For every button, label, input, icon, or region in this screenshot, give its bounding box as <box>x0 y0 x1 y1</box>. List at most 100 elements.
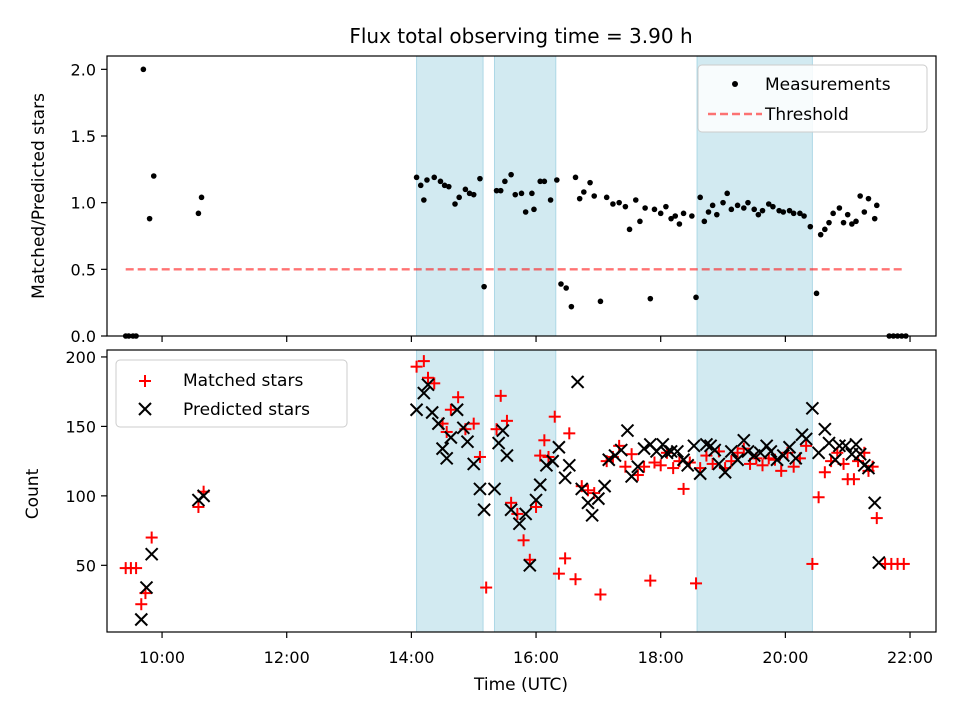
matched-star-point <box>410 360 423 373</box>
matched-star-point <box>473 450 486 463</box>
predicted-star-point <box>456 421 471 435</box>
predicted-star-point <box>637 441 651 456</box>
predicted-star-point <box>504 503 518 517</box>
legend-threshold-label: Threshold <box>764 105 849 125</box>
measurement-point <box>693 294 699 301</box>
predicted-star-point <box>776 448 790 463</box>
matched-star-point <box>422 371 435 384</box>
bottom-y-tick-label: 50 <box>76 556 96 575</box>
matched-star-point <box>530 500 543 513</box>
matched-star-point <box>444 403 457 416</box>
measurement-point <box>603 194 610 201</box>
measurement-point <box>728 206 735 213</box>
bottom-y-axis-label: Count <box>23 468 43 519</box>
matched-star-point <box>638 460 651 473</box>
measurement-point <box>140 66 147 73</box>
measurement-point <box>853 218 859 225</box>
predicted-star-point <box>708 443 722 457</box>
matched-star-point <box>480 581 493 594</box>
matched-star-point <box>690 577 703 590</box>
predicted-star-point <box>545 454 560 468</box>
matched-star-point <box>654 459 667 472</box>
top-y-tick-label: 0.5 <box>71 260 96 279</box>
measurement-point <box>720 199 726 206</box>
matched-star-point <box>812 491 825 504</box>
predicted-star-point <box>431 416 446 431</box>
predicted-star-point <box>828 453 842 467</box>
matched-star-point <box>870 512 883 525</box>
measurement-point <box>421 197 427 203</box>
legend-predicted-marker <box>138 402 152 416</box>
matched-star-point <box>806 557 819 570</box>
measurement-point <box>424 177 430 183</box>
measurement-point <box>714 211 720 218</box>
predicted-star-point <box>435 441 450 456</box>
top-y-axis-label: Matched/Predicted stars <box>29 93 49 299</box>
measurement-point <box>470 191 477 198</box>
legend-matched-marker <box>139 375 151 387</box>
predicted-star-point <box>523 558 537 573</box>
matched-star-point <box>548 410 561 423</box>
measurement-point <box>861 209 868 215</box>
matched-star-point <box>594 588 607 601</box>
matched-star-point <box>706 457 719 470</box>
predicted-star-point <box>144 547 159 561</box>
bottom-legend: Matched stars Predicted stars <box>115 359 348 428</box>
measurement-point <box>497 187 504 194</box>
predicted-star-point <box>670 444 685 459</box>
x-tick-label: 18:00 <box>638 648 684 667</box>
predicted-star-point <box>585 508 599 523</box>
measurement-point <box>822 226 828 233</box>
predicted-star-point <box>591 491 606 506</box>
measurement-point <box>689 213 695 219</box>
measurement-point <box>452 201 458 207</box>
measurement-point <box>587 179 593 186</box>
matched-star-point <box>787 460 800 473</box>
bottom-shaded-interval <box>696 349 813 633</box>
matched-star-point <box>613 439 626 452</box>
predicted-star-point <box>741 444 755 459</box>
measurement-point <box>830 210 836 217</box>
predicted-star-point <box>718 465 732 479</box>
measurement-point <box>529 190 535 197</box>
predicted-star-point <box>500 448 514 463</box>
predicted-star-point <box>533 478 547 492</box>
predicted-star-point <box>764 444 778 459</box>
measurement-point <box>591 193 598 199</box>
predicted-star-point <box>602 453 616 467</box>
matched-star-point <box>667 462 680 475</box>
measurement-point <box>705 209 712 215</box>
measurement-point <box>797 210 803 217</box>
measurement-point <box>198 194 205 201</box>
measurement-point <box>668 215 674 222</box>
measurement-point <box>701 218 708 225</box>
bottom-panel: 10:00 12:00 14:00 16:00 18:00 20:00 22:00 50 10… <box>23 348 937 695</box>
predicted-star-point <box>693 466 707 481</box>
measurement-point <box>807 223 814 230</box>
x-tick-label: 12:00 <box>264 648 310 667</box>
predicted-star-point <box>811 446 826 460</box>
predicted-star-point <box>805 401 820 416</box>
predicted-star-point <box>409 403 424 417</box>
predicted-star-point <box>868 496 882 510</box>
measurement-point <box>724 190 730 197</box>
predicted-star-point <box>570 375 585 389</box>
top-plot-frame <box>106 55 937 337</box>
top-x-ticks <box>161 336 911 342</box>
measurement-point <box>493 187 500 194</box>
measurement-point <box>537 178 543 185</box>
measurement-point <box>709 202 716 209</box>
matched-star-point <box>559 552 572 565</box>
measurement-point <box>637 218 643 225</box>
measurement-point <box>626 226 633 233</box>
bottom-shaded-interval <box>416 349 484 633</box>
matched-star-point <box>192 500 205 513</box>
measurement-point <box>642 205 648 211</box>
predicted-star-point <box>872 555 886 570</box>
measurement-point <box>755 211 762 218</box>
top-y-tick-label: 0.0 <box>71 327 96 346</box>
matched-star-point <box>775 464 788 477</box>
predicted-star-point <box>799 432 813 446</box>
predicted-star-point <box>562 458 576 473</box>
bottom-y-tick-label: 150 <box>65 417 96 436</box>
